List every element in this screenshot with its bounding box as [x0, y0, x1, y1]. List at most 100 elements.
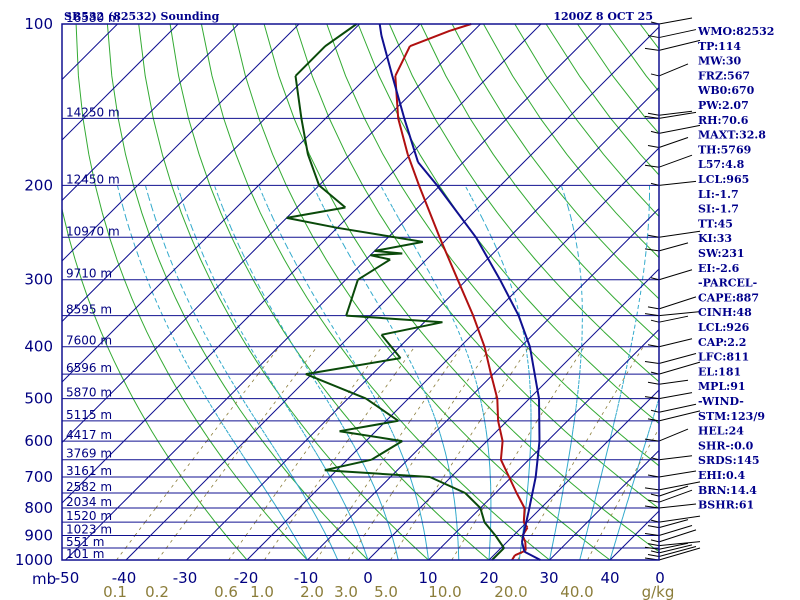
wind-barb-staff: [658, 315, 689, 323]
temperature-profile-line: [394, 23, 529, 561]
temperature-tick-label: 0: [655, 569, 665, 587]
isotherm-line: [61, 23, 300, 262]
wind-barb: [644, 313, 660, 317]
wind-barbs: [644, 17, 701, 561]
dry-adiabat-line: [608, 23, 660, 92]
wind-barb: [644, 505, 660, 509]
stability-index: EI:-2.6: [698, 262, 740, 275]
stability-index: TP:114: [698, 40, 741, 53]
mixing-ratio-tick-label: 2.0: [300, 583, 324, 600]
height-label: 10970 m: [66, 224, 120, 238]
stability-index: LFC:811: [698, 351, 749, 364]
stability-index: SRDS:145: [698, 454, 760, 467]
height-label: 5870 m: [66, 386, 112, 400]
isotherm-line: [61, 23, 421, 383]
temperature-tick-label: -30: [173, 569, 198, 587]
isotherm-line: [186, 87, 660, 561]
wind-barb: [650, 73, 660, 77]
stability-index: PW:2.07: [698, 99, 749, 112]
wind-barb-staff: [658, 311, 701, 317]
isotherm-line: [307, 208, 660, 561]
wind-barb: [644, 115, 660, 119]
wind-barb: [647, 145, 660, 149]
stability-index: CINH:48: [698, 306, 752, 319]
mixing-ratio-line: [451, 346, 585, 561]
wind-barb: [644, 47, 660, 51]
temperature-tick-label: 20: [479, 569, 498, 587]
wind-barb-staff: [658, 353, 697, 365]
wind-barb: [647, 474, 660, 478]
height-label: 14250 m: [66, 105, 120, 119]
pressure-unit-label: mb: [32, 570, 56, 588]
wind-barb: [644, 248, 660, 252]
mixing-ratio-tick-label: 3.0: [334, 583, 358, 600]
wind-barb-staff: [658, 403, 697, 413]
stability-index: -WIND-: [698, 395, 744, 408]
wind-barb: [644, 361, 660, 365]
moist-adiabat-line: [609, 398, 660, 561]
stability-index: KI:33: [698, 232, 732, 245]
moist-adiabat-line: [258, 185, 429, 561]
wind-barb: [647, 543, 660, 547]
mixing-ratio-line: [390, 346, 530, 561]
wind-barb: [647, 553, 660, 557]
wind-barb: [650, 539, 660, 543]
wind-barb: [644, 546, 660, 550]
wind-barb: [644, 396, 660, 400]
isotherm-lines: [61, 23, 660, 561]
mixing-ratio-line: [347, 346, 492, 561]
pressure-tick-label: 700: [24, 468, 53, 486]
temperature-tick-label: -50: [55, 569, 80, 587]
wind-barb-staff: [658, 379, 689, 385]
wind-barb: [647, 234, 660, 238]
wind-barb-staff: [658, 515, 701, 523]
wind-barb-staff: [658, 544, 693, 554]
wind-barb-staff: [658, 361, 701, 375]
height-label: 7600 m: [66, 334, 112, 348]
wind-barb: [647, 525, 660, 529]
height-label: 4417 m: [66, 428, 112, 442]
wind-barb-staff: [658, 180, 697, 186]
stability-index: WB0:670: [697, 84, 755, 97]
pressure-tick-label: 200: [24, 176, 53, 194]
wind-barb: [647, 381, 660, 385]
pressure-tick-label: 600: [24, 432, 53, 450]
wind-barb-staff: [658, 124, 701, 134]
mixing-ratio-tick-label: 20.0: [494, 583, 527, 600]
moist-adiabat-line: [213, 185, 399, 561]
wind-barb: [650, 277, 660, 281]
isotherm-line: [65, 23, 602, 561]
height-label: 2582 m: [66, 480, 112, 494]
height-label: 2034 m: [66, 495, 112, 509]
isotherm-line: [61, 23, 542, 504]
wind-barb: [650, 519, 660, 523]
height-label: 6596 m: [66, 361, 112, 375]
wind-barb: [650, 319, 660, 323]
dry-adiabat-line: [451, 23, 660, 300]
stability-index: TH:5769: [698, 143, 751, 156]
station-title: SB532 (82532) Sounding: [64, 10, 220, 23]
wind-barb: [647, 35, 660, 39]
height-label: 1023 m: [66, 523, 112, 537]
moist-adiabat-line: [176, 185, 369, 561]
mixing-ratio-line: [315, 346, 463, 561]
dry-adiabat-line: [294, 23, 660, 509]
mixing-ratio-line: [587, 428, 660, 561]
wind-barb-staff: [658, 470, 697, 478]
wind-barb-staff: [658, 542, 689, 550]
dry-adiabat-line: [106, 23, 369, 561]
wind-barb: [650, 550, 660, 554]
wind-barb-staff: [658, 529, 697, 543]
mixing-ratio-line: [157, 346, 318, 561]
stability-index: LCL:926: [698, 321, 750, 334]
height-label: 3769 m: [66, 447, 112, 461]
dewpoint-profile-line: [286, 23, 505, 561]
stability-index: RH:70.6: [698, 114, 749, 127]
stability-index: BRN:14.4: [698, 484, 757, 497]
wind-barb-staff: [658, 17, 693, 25]
stability-index: SHR-:0.0: [698, 439, 754, 452]
stability-index: TT:45: [698, 217, 733, 230]
isotherm-line: [125, 26, 660, 561]
wind-barb-staff: [658, 39, 701, 51]
